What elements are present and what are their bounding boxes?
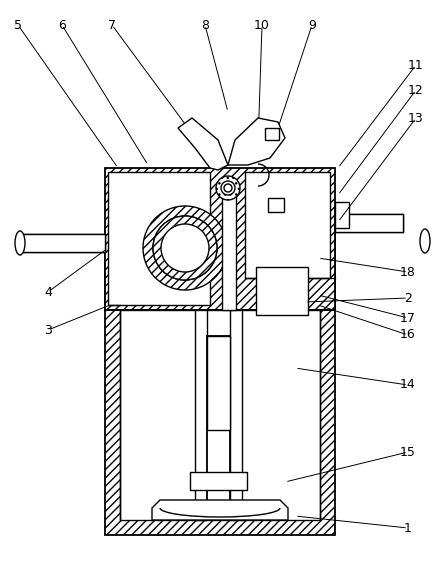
Polygon shape xyxy=(178,118,228,170)
Ellipse shape xyxy=(420,229,430,253)
Circle shape xyxy=(143,206,227,290)
Bar xyxy=(195,310,207,520)
Text: 7: 7 xyxy=(108,19,116,31)
Text: 8: 8 xyxy=(201,19,209,31)
Ellipse shape xyxy=(15,231,25,255)
Bar xyxy=(222,188,236,310)
Text: 14: 14 xyxy=(400,379,416,392)
Bar xyxy=(335,214,403,232)
Bar xyxy=(230,310,242,520)
Text: 18: 18 xyxy=(400,265,416,278)
Bar xyxy=(105,228,335,535)
Polygon shape xyxy=(152,500,288,520)
Text: 9: 9 xyxy=(308,19,316,31)
Bar xyxy=(20,234,105,252)
Bar xyxy=(120,310,320,520)
Text: 3: 3 xyxy=(44,324,52,337)
Text: 17: 17 xyxy=(400,311,416,324)
Bar xyxy=(335,202,349,228)
Bar xyxy=(265,128,279,140)
Text: 10: 10 xyxy=(254,19,270,31)
Bar xyxy=(105,168,335,310)
Circle shape xyxy=(221,181,235,195)
Text: 2: 2 xyxy=(404,292,412,305)
Bar xyxy=(245,172,330,278)
Bar xyxy=(20,234,105,252)
Bar xyxy=(207,336,230,506)
Polygon shape xyxy=(228,118,285,165)
Circle shape xyxy=(153,216,217,280)
Text: 6: 6 xyxy=(58,19,66,31)
Text: 11: 11 xyxy=(408,58,424,71)
Text: 12: 12 xyxy=(408,84,424,96)
Circle shape xyxy=(153,216,217,280)
Bar xyxy=(268,198,284,212)
Bar xyxy=(108,172,210,305)
Bar xyxy=(190,472,247,490)
Bar xyxy=(256,267,308,315)
Text: 5: 5 xyxy=(14,19,22,31)
Bar xyxy=(207,336,230,430)
Circle shape xyxy=(216,176,240,200)
Circle shape xyxy=(224,184,232,192)
Bar xyxy=(335,214,403,232)
Circle shape xyxy=(161,224,209,272)
Text: 4: 4 xyxy=(44,286,52,298)
Text: 16: 16 xyxy=(400,329,416,342)
Text: 1: 1 xyxy=(404,522,412,535)
Text: 15: 15 xyxy=(400,445,416,458)
Text: 13: 13 xyxy=(408,112,424,125)
